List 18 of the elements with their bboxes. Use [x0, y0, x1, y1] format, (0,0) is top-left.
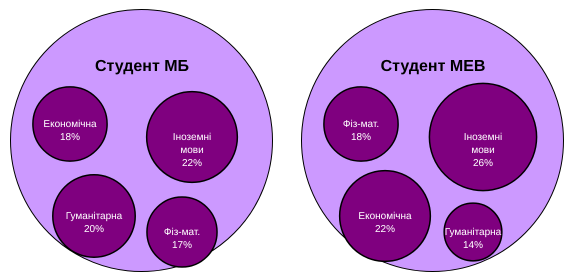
- category-label: Фіз-мат.: [342, 119, 380, 130]
- text: Студент МЕВ: [380, 58, 486, 75]
- data-label: 18%: [60, 132, 80, 143]
- text: Студент МБ: [94, 58, 190, 75]
- data-label: 22%: [182, 158, 202, 169]
- category-label: Гуманітарна: [444, 227, 502, 238]
- category-label: Економічна: [358, 211, 412, 222]
- data-label: 17%: [172, 240, 192, 251]
- data-label: 20%: [84, 224, 104, 235]
- data-label: 22%: [374, 224, 396, 235]
- category-label: Економічна: [43, 119, 98, 130]
- category-label: Фіз-мат.: [164, 227, 200, 238]
- category-label: Іноземні мови: [464, 132, 502, 156]
- category-label: Гуманітарна: [66, 211, 123, 222]
- category-label: Іноземні мови: [172, 132, 212, 156]
- data-label: 14%: [462, 240, 484, 251]
- data-label: 26%: [472, 158, 494, 169]
- data-label: 18%: [350, 132, 372, 143]
